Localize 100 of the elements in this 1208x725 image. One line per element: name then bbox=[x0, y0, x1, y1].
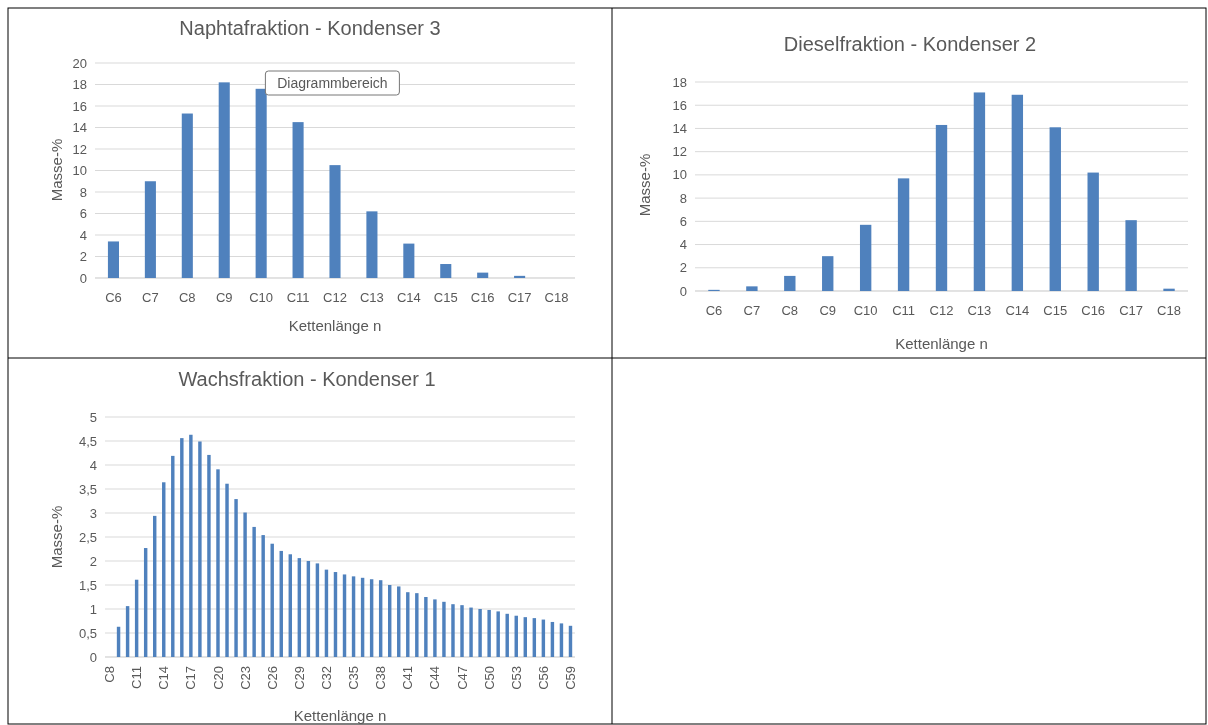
y-tick-label: 10 bbox=[672, 167, 687, 183]
bar bbox=[292, 122, 304, 278]
bar bbox=[496, 611, 500, 657]
bar bbox=[329, 165, 341, 278]
y-tick-label: 14 bbox=[672, 120, 687, 136]
y-tick-label: 4 bbox=[679, 237, 687, 253]
x-tick-label: C13 bbox=[967, 303, 992, 318]
x-tick-label: C16 bbox=[470, 290, 495, 305]
bar bbox=[746, 286, 758, 291]
y-tick-label: 18 bbox=[672, 74, 687, 90]
x-tick-label: C23 bbox=[237, 666, 253, 690]
x-tick-label: C20 bbox=[210, 666, 226, 690]
y-tick-label: 20 bbox=[72, 55, 87, 71]
y-tick-label: 0,5 bbox=[78, 625, 97, 641]
y-tick-label: 1,5 bbox=[78, 577, 97, 593]
x-tick-label: C12 bbox=[323, 290, 347, 305]
x-tick-label: C59 bbox=[563, 666, 579, 690]
bar bbox=[406, 592, 410, 657]
bar bbox=[255, 88, 267, 278]
y-axis-title: Masse-% bbox=[636, 153, 653, 217]
x-tick-label: C26 bbox=[264, 666, 280, 690]
y-tick-label: 0 bbox=[79, 270, 87, 286]
x-tick-label: C7 bbox=[743, 303, 761, 318]
bar bbox=[460, 605, 464, 657]
y-tick-label: 1 bbox=[89, 601, 97, 617]
x-tick-label: C14 bbox=[396, 290, 421, 305]
bar bbox=[433, 599, 437, 657]
y-tick-label: 2 bbox=[679, 260, 687, 276]
x-tick-label: C8 bbox=[102, 666, 118, 683]
x-tick-label: C53 bbox=[508, 666, 524, 690]
y-tick-label: 4,5 bbox=[78, 433, 97, 449]
bar bbox=[973, 92, 986, 291]
bar bbox=[897, 178, 910, 291]
bar bbox=[261, 535, 265, 657]
x-tick-label: C47 bbox=[454, 666, 470, 690]
y-tick-label: 16 bbox=[72, 98, 87, 114]
x-axis-title: Kettenlänge n bbox=[288, 317, 382, 334]
x-tick-label: C15 bbox=[433, 290, 458, 305]
y-tick-label: 6 bbox=[679, 213, 687, 229]
bar bbox=[144, 181, 156, 278]
chart-title: Naphtafraktion - Kondenser 3 bbox=[179, 17, 441, 39]
bar bbox=[225, 483, 229, 657]
y-tick-label: 0 bbox=[679, 283, 687, 299]
x-tick-label: C14 bbox=[156, 666, 172, 690]
x-tick-label: C16 bbox=[1081, 303, 1106, 318]
x-tick-label: C8 bbox=[781, 303, 799, 318]
bar bbox=[784, 275, 796, 291]
y-tick-label: 4 bbox=[79, 227, 87, 243]
y-tick-label: 14 bbox=[72, 120, 87, 136]
y-tick-label: 3,5 bbox=[78, 481, 97, 497]
bar bbox=[366, 211, 378, 278]
bar bbox=[270, 543, 274, 657]
x-tick-label: C9 bbox=[215, 290, 233, 305]
bar bbox=[1163, 288, 1175, 291]
bar bbox=[403, 243, 415, 278]
x-tick-label: C6 bbox=[105, 290, 122, 305]
bar bbox=[1125, 220, 1137, 291]
bar bbox=[935, 124, 948, 291]
x-tick-label: C41 bbox=[400, 666, 416, 690]
y-tick-label: 2 bbox=[89, 553, 97, 569]
bar bbox=[180, 438, 184, 657]
bar bbox=[1049, 127, 1061, 291]
y-tick-label: 12 bbox=[72, 141, 87, 157]
x-tick-label: C10 bbox=[249, 290, 274, 305]
x-tick-label: C56 bbox=[535, 666, 551, 690]
x-tick-label: C38 bbox=[373, 666, 389, 690]
bar bbox=[171, 455, 175, 657]
x-tick-label: C8 bbox=[179, 290, 196, 305]
bar bbox=[478, 609, 482, 657]
y-tick-label: 18 bbox=[72, 77, 87, 93]
bar bbox=[243, 512, 247, 657]
bar bbox=[207, 454, 211, 657]
y-tick-label: 8 bbox=[79, 184, 87, 200]
bar bbox=[469, 607, 473, 657]
bar bbox=[487, 609, 491, 657]
x-tick-label: C44 bbox=[427, 666, 443, 690]
bar bbox=[440, 264, 452, 278]
x-axis-title: Kettenlänge n bbox=[895, 335, 988, 352]
bar bbox=[822, 256, 834, 291]
y-tick-label: 6 bbox=[79, 206, 87, 222]
y-tick-label: 8 bbox=[679, 190, 687, 206]
bar bbox=[234, 499, 238, 657]
bar bbox=[514, 275, 526, 278]
annotation: Diagrammbereich bbox=[277, 74, 388, 91]
y-tick-label: 2,5 bbox=[78, 529, 97, 545]
bar bbox=[477, 272, 489, 278]
x-tick-label: C18 bbox=[544, 290, 569, 305]
x-tick-label: C17 bbox=[1119, 303, 1144, 318]
y-tick-label: 16 bbox=[672, 97, 687, 113]
bar bbox=[107, 241, 119, 278]
bar bbox=[198, 441, 202, 657]
x-tick-label: C15 bbox=[1043, 303, 1068, 318]
chart-title: Dieselfraktion - Kondenser 2 bbox=[783, 33, 1037, 55]
x-tick-label: C17 bbox=[183, 666, 199, 690]
x-tick-label: C18 bbox=[1157, 303, 1181, 318]
x-tick-label: C6 bbox=[705, 303, 723, 318]
x-tick-label: C11 bbox=[892, 303, 916, 318]
y-tick-label: 5 bbox=[89, 409, 97, 425]
x-tick-label: C32 bbox=[318, 666, 334, 690]
x-tick-label: C14 bbox=[1005, 303, 1030, 318]
